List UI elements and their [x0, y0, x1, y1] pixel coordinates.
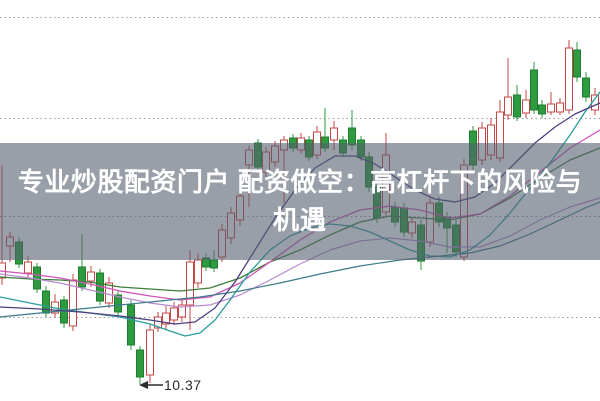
candle-up	[522, 99, 530, 114]
candle-up	[0, 262, 6, 279]
low-arrow-head	[139, 381, 148, 389]
candle-up	[105, 282, 113, 304]
candle-up	[162, 312, 170, 325]
title-line-2: 机遇	[272, 205, 327, 235]
candle-down	[33, 266, 41, 290]
candle-up	[178, 304, 186, 318]
candle-down	[114, 294, 122, 313]
candle-up	[154, 316, 162, 329]
candle-up	[330, 127, 338, 141]
title-line-1: 专业炒股配资门户 配资做空：高杠杆下的风险与	[17, 167, 583, 198]
candle-down	[136, 349, 144, 378]
candle-up	[87, 271, 95, 282]
candle-down	[210, 259, 218, 269]
candle-up	[556, 102, 564, 113]
candle-up	[504, 96, 512, 116]
candle-up	[146, 329, 154, 376]
candle-down	[78, 266, 86, 288]
candle-up	[24, 261, 32, 274]
candle-down	[513, 94, 521, 118]
candle-up	[194, 259, 202, 284]
candle-down	[573, 49, 581, 78]
candle-up	[186, 261, 194, 306]
candle-down	[582, 77, 590, 98]
candle-down	[530, 69, 538, 111]
candle-down	[127, 304, 135, 346]
candle-up	[170, 307, 178, 321]
candle-up	[547, 103, 555, 113]
candle-down	[538, 104, 546, 115]
title-overlay: 专业炒股配资门户 配资做空：高杠杆下的风险与 机遇	[0, 143, 600, 260]
candle-up	[565, 47, 573, 111]
low-price-label: 10.37	[164, 377, 202, 393]
